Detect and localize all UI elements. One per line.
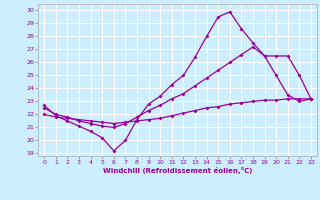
X-axis label: Windchill (Refroidissement éolien,°C): Windchill (Refroidissement éolien,°C) — [103, 167, 252, 174]
